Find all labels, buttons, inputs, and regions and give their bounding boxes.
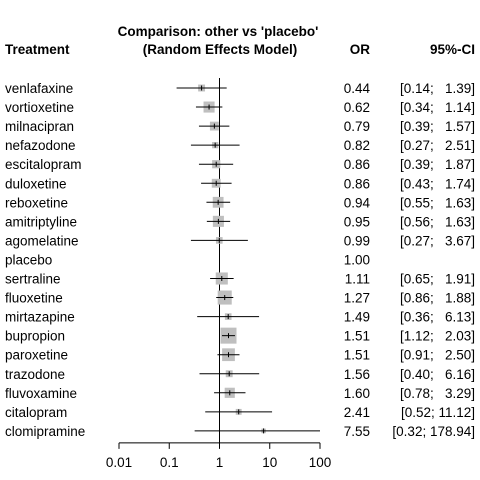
ci-value: [0.39; 1.87] [400, 157, 475, 172]
x-axis-tick-label: 0.1 [160, 455, 179, 470]
or-value: 0.99 [344, 233, 370, 248]
or-value: 1.60 [344, 386, 370, 401]
x-axis-tick-label: 1 [216, 455, 224, 470]
x-axis-tick-label: 100 [309, 455, 332, 470]
ci-value: [0.43; 1.74] [400, 176, 475, 191]
treatment-name: bupropion [5, 329, 65, 344]
treatment-name: sertraline [5, 272, 61, 287]
ci-value: [0.34; 1.14] [400, 100, 475, 115]
ci-value: [0.32; 178.94] [392, 424, 475, 439]
forest-row: citalopram 2.41 [0.52; 11.12] [5, 405, 475, 420]
treatment-name: vortioxetine [5, 100, 74, 115]
treatment-name: amitriptyline [5, 214, 77, 229]
ci-value: [0.65; 1.91] [400, 272, 475, 287]
treatment-name: citalopram [5, 405, 67, 420]
or-value: 0.62 [344, 100, 370, 115]
ci-value: [0.40; 6.16] [400, 367, 475, 382]
ci-value: [0.39; 1.57] [400, 119, 475, 134]
forest-row: bupropion 1.51 [1.12; 2.03] [5, 327, 475, 344]
ci-column-header: 95%-CI [430, 42, 475, 57]
chart-title-line2: (Random Effects Model) [143, 42, 298, 57]
or-value: 1.51 [344, 348, 370, 363]
or-value: 0.44 [344, 81, 371, 96]
treatment-name: fluvoxamine [5, 386, 77, 401]
or-value: 1.51 [344, 329, 370, 344]
forest-row: amitriptyline 0.95 [0.56; 1.63] [5, 214, 475, 229]
treatment-name: placebo [5, 252, 52, 267]
or-value: 1.49 [344, 310, 370, 325]
treatment-name: agomelatine [5, 233, 79, 248]
ci-value: [0.14; 1.39] [400, 81, 475, 96]
treatment-name: clomipramine [5, 424, 85, 439]
treatment-name: escitalopram [5, 157, 82, 172]
or-value: 0.86 [344, 176, 370, 191]
forest-row: vortioxetine 0.62 [0.34; 1.14] [5, 100, 475, 115]
ci-value: [0.27; 2.51] [400, 138, 475, 153]
forest-row: duloxetine 0.86 [0.43; 1.74] [5, 176, 475, 191]
chart-title-line1: Comparison: other vs 'placebo' [118, 24, 319, 39]
forest-row: reboxetine 0.94 [0.55; 1.63] [5, 195, 475, 210]
treatment-name: fluoxetine [5, 291, 63, 306]
treatment-name: duloxetine [5, 176, 67, 191]
or-value: 1.00 [344, 252, 370, 267]
forest-row: placebo 1.00 [5, 252, 370, 267]
forest-row: paroxetine 1.51 [0.91; 2.50] [5, 348, 475, 363]
ci-value: [0.56; 1.63] [400, 214, 475, 229]
or-value: 0.82 [344, 138, 370, 153]
treatment-name: mirtazapine [5, 310, 75, 325]
or-value: 1.11 [345, 272, 370, 287]
forest-row: milnacipran 0.79 [0.39; 1.57] [5, 119, 475, 134]
forest-row: agomelatine 0.99 [0.27; 3.67] [5, 233, 475, 248]
treatment-name: reboxetine [5, 195, 68, 210]
or-value: 0.95 [344, 214, 370, 229]
forest-row: trazodone 1.56 [0.40; 6.16] [5, 367, 475, 382]
or-value: 2.41 [344, 405, 370, 420]
treatment-name: paroxetine [5, 348, 68, 363]
treatment-name: venlafaxine [5, 81, 73, 96]
ci-value: [1.12; 2.03] [400, 329, 475, 344]
forest-row: fluvoxamine 1.60 [0.78; 3.29] [5, 386, 475, 401]
treatment-name: nefazodone [5, 138, 76, 153]
or-value: 1.56 [344, 367, 370, 382]
forest-row: escitalopram 0.86 [0.39; 1.87] [5, 157, 475, 172]
ci-value: [0.86; 1.88] [400, 291, 475, 306]
ci-value: [0.78; 3.29] [400, 386, 475, 401]
forest-row: nefazodone 0.82 [0.27; 2.51] [5, 138, 475, 153]
ci-value: [0.55; 1.63] [400, 195, 475, 210]
forest-row: fluoxetine 1.27 [0.86; 1.88] [5, 290, 475, 306]
ci-value: [0.36; 6.13] [400, 310, 475, 325]
ci-value: [0.52; 11.12] [401, 405, 475, 420]
treatment-column-header: Treatment [5, 42, 70, 57]
or-column-header: OR [350, 42, 371, 57]
forest-row: sertraline 1.11 [0.65; 1.91] [5, 272, 475, 287]
rows-layer: venlafaxine 0.44 [0.14; 1.39] vortioxetine 0… [5, 78, 475, 443]
or-value: 0.86 [344, 157, 370, 172]
x-axis-tick-label: 0.01 [106, 455, 132, 470]
forest-row: mirtazapine 1.49 [0.36; 6.13] [5, 310, 475, 325]
ci-value: [0.91; 2.50] [400, 348, 475, 363]
or-value: 0.79 [344, 119, 370, 134]
treatment-name: milnacipran [5, 119, 74, 134]
forest-row: clomipramine 7.55 [0.32; 178.94] [5, 424, 475, 439]
or-value: 7.55 [344, 424, 370, 439]
ci-value: [0.27; 3.67] [400, 233, 475, 248]
forest-row: venlafaxine 0.44 [0.14; 1.39] [5, 81, 475, 96]
x-axis-tick-label: 10 [262, 455, 277, 470]
or-value: 0.94 [344, 195, 371, 210]
or-value: 1.27 [344, 291, 370, 306]
x-axis: 0.01 0.1 1 10 100 [106, 442, 332, 470]
treatment-name: trazodone [5, 367, 65, 382]
